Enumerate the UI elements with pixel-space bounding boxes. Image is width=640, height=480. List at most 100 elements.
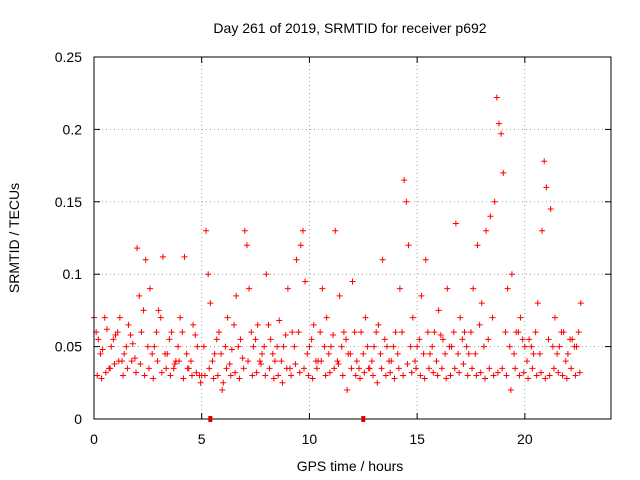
data-point xyxy=(124,365,131,372)
data-point xyxy=(183,350,190,357)
data-point xyxy=(94,372,101,379)
data-point xyxy=(193,369,200,376)
data-point xyxy=(340,329,347,336)
data-point xyxy=(469,365,476,372)
data-point xyxy=(263,271,270,278)
data-point xyxy=(228,346,235,353)
data-point xyxy=(373,329,380,336)
data-point xyxy=(248,329,255,336)
data-point xyxy=(407,343,414,350)
data-point xyxy=(555,369,562,376)
data-point xyxy=(147,285,154,292)
data-point xyxy=(478,300,485,307)
data-point xyxy=(485,336,492,343)
data-point xyxy=(390,343,397,350)
data-point xyxy=(304,350,311,357)
data-point xyxy=(176,358,183,365)
data-point xyxy=(504,285,511,292)
data-point xyxy=(215,329,222,336)
data-point xyxy=(520,369,527,376)
data-point xyxy=(575,329,582,336)
data-point xyxy=(421,375,428,382)
data-point xyxy=(210,375,217,382)
data-point xyxy=(508,271,515,278)
data-point xyxy=(512,365,519,372)
data-point xyxy=(408,369,415,376)
data-point xyxy=(103,326,110,333)
data-point xyxy=(211,350,218,357)
data-point xyxy=(157,314,164,321)
data-point xyxy=(331,365,338,372)
data-point xyxy=(507,387,514,394)
data-point xyxy=(443,375,450,382)
data-point xyxy=(222,343,229,350)
data-point xyxy=(136,292,143,299)
data-point xyxy=(500,169,507,176)
data-point xyxy=(348,365,355,372)
data-point xyxy=(424,329,431,336)
x-tick-label: 15 xyxy=(409,431,425,447)
data-point xyxy=(332,227,339,234)
y-tick-label: 0.25 xyxy=(55,49,82,65)
data-point xyxy=(154,358,161,365)
data-point xyxy=(539,227,546,234)
data-point xyxy=(141,372,148,379)
data-point xyxy=(360,350,367,357)
data-point xyxy=(430,369,437,376)
data-point xyxy=(446,343,453,350)
data-point xyxy=(265,321,272,328)
data-point xyxy=(270,375,277,382)
data-point xyxy=(310,321,317,328)
data-point xyxy=(338,343,345,350)
data-point xyxy=(361,369,368,376)
data-point xyxy=(187,358,194,365)
data-point xyxy=(455,350,462,357)
data-point xyxy=(175,343,182,350)
data-point xyxy=(460,360,467,367)
data-point xyxy=(470,285,477,292)
data-point xyxy=(409,314,416,321)
data-point xyxy=(205,271,212,278)
data-point xyxy=(572,372,579,379)
data-point xyxy=(534,300,541,307)
data-point xyxy=(399,329,406,336)
data-point xyxy=(144,343,151,350)
data-point xyxy=(447,372,454,379)
data-point xyxy=(134,245,141,252)
data-point xyxy=(203,227,210,234)
plot-frame xyxy=(93,56,612,420)
data-point xyxy=(336,292,343,299)
data-point xyxy=(305,372,312,379)
data-point xyxy=(528,343,535,350)
data-point xyxy=(262,372,269,379)
data-point xyxy=(433,358,440,365)
data-point xyxy=(411,358,418,365)
data-point xyxy=(344,387,351,394)
data-point xyxy=(249,372,256,379)
data-point xyxy=(405,242,412,249)
data-point xyxy=(318,358,325,365)
data-point xyxy=(236,375,243,382)
data-point xyxy=(521,343,528,350)
data-point xyxy=(383,343,390,350)
data-point xyxy=(291,343,298,350)
data-point xyxy=(252,336,259,343)
data-point xyxy=(123,343,130,350)
data-point xyxy=(295,329,302,336)
data-point xyxy=(180,375,187,382)
data-point xyxy=(200,343,207,350)
data-point xyxy=(259,350,266,357)
data-point xyxy=(330,332,337,339)
data-point xyxy=(353,358,360,365)
data-point xyxy=(517,314,524,321)
data-point xyxy=(554,350,561,357)
data-point xyxy=(375,321,382,328)
x-tick-label: 5 xyxy=(198,431,206,447)
data-point xyxy=(149,350,156,357)
data-point xyxy=(379,256,386,263)
data-point xyxy=(159,253,166,260)
data-point xyxy=(536,350,543,357)
data-point xyxy=(347,350,354,357)
data-point xyxy=(549,343,556,350)
y-tick-label: 0.1 xyxy=(63,266,83,282)
